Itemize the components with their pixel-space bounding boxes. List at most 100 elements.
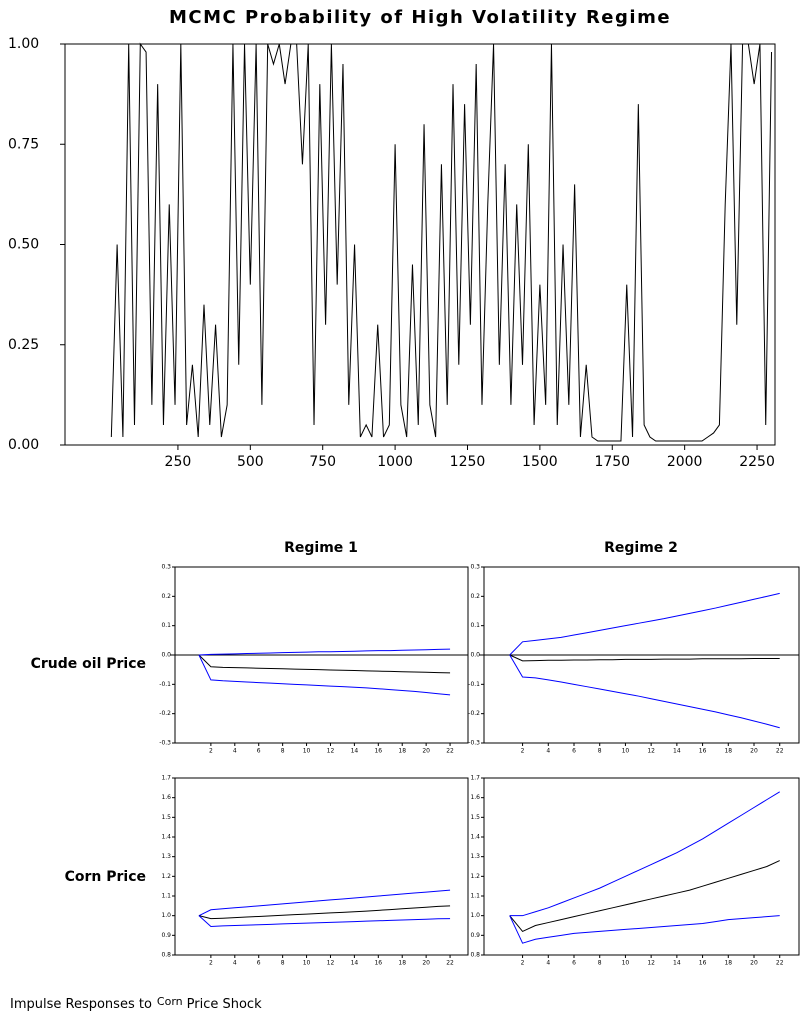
- x-tick-label: 22: [446, 960, 454, 967]
- x-tick-label: 16: [374, 960, 382, 967]
- plot-frame: [64, 43, 776, 446]
- y-tick-label: 1.6: [161, 794, 171, 801]
- x-tick-label: 250: [165, 454, 192, 470]
- y-tick-label: -0.3: [468, 740, 480, 747]
- y-tick-label: 1.4: [161, 834, 171, 841]
- x-tick-label: 2: [209, 960, 213, 967]
- x-tick-label: 1250: [450, 454, 486, 470]
- data-line: [509, 654, 780, 662]
- x-tick-label: 22: [446, 748, 454, 755]
- y-tick-label: 0.0: [161, 652, 171, 659]
- x-tick-label: 22: [776, 748, 784, 755]
- y-tick-label: 1.7: [470, 775, 480, 782]
- data-line: [198, 654, 451, 696]
- y-tick-label: 1.3: [161, 853, 171, 860]
- y-tick-label: -0.2: [159, 710, 171, 717]
- x-tick-label: 4: [546, 748, 550, 755]
- y-tick-label: 0.8: [161, 952, 171, 959]
- y-tick-label: 1.00: [8, 36, 39, 52]
- data-line: [509, 654, 780, 729]
- x-tick-label: 1500: [522, 454, 558, 470]
- x-tick-label: 8: [281, 960, 285, 967]
- x-tick-label: 18: [398, 748, 406, 755]
- x-tick-label: 2250: [739, 454, 775, 470]
- plot-frame: [174, 777, 469, 956]
- column-title: Regime 2: [604, 540, 678, 556]
- y-tick-label: -0.1: [468, 681, 480, 688]
- x-tick-label: 6: [257, 748, 261, 755]
- row-title: Crude oil Price: [31, 656, 146, 672]
- data-line: [509, 915, 780, 944]
- x-tick-label: 14: [351, 960, 359, 967]
- x-tick-label: 6: [257, 960, 261, 967]
- y-tick-label: 0.8: [470, 952, 480, 959]
- data-line: [509, 860, 780, 933]
- x-tick-label: 6: [572, 960, 576, 967]
- data-line: [198, 654, 451, 674]
- y-tick-label: 0.3: [470, 564, 480, 571]
- x-tick-label: 18: [724, 960, 732, 967]
- y-tick-label: 1.0: [161, 912, 171, 919]
- y-tick-label: 1.1: [470, 893, 480, 900]
- y-tick-label: 0.2: [470, 593, 480, 600]
- caption: Impulse Responses to Corn Price Shock: [10, 995, 262, 1012]
- y-tick-label: 1.3: [470, 853, 480, 860]
- x-tick-label: 1000: [377, 454, 413, 470]
- data-line: [509, 791, 780, 917]
- x-tick-label: 6: [572, 748, 576, 755]
- x-tick-label: 12: [647, 748, 655, 755]
- x-tick-label: 1750: [594, 454, 630, 470]
- y-tick-label: 1.6: [470, 794, 480, 801]
- y-tick-label: 0.9: [470, 932, 480, 939]
- y-tick-label: 1.7: [161, 775, 171, 782]
- y-tick-label: -0.2: [468, 710, 480, 717]
- x-tick-label: 12: [647, 960, 655, 967]
- y-tick-label: 0.9: [161, 932, 171, 939]
- y-tick-label: 0.2: [161, 593, 171, 600]
- x-tick-label: 2: [521, 748, 525, 755]
- plot-frame: [483, 777, 800, 956]
- y-tick-label: 0.1: [161, 622, 171, 629]
- x-tick-label: 8: [598, 960, 602, 967]
- y-tick-label: 1.0: [470, 912, 480, 919]
- y-tick-label: 1.2: [161, 873, 171, 880]
- x-tick-label: 16: [374, 748, 382, 755]
- data-line: [198, 915, 451, 927]
- y-tick-label: 0.75: [8, 136, 39, 152]
- x-tick-label: 14: [351, 748, 359, 755]
- column-title: Regime 1: [284, 540, 358, 556]
- x-tick-label: 10: [303, 960, 311, 967]
- x-tick-label: 20: [422, 748, 430, 755]
- x-tick-label: 20: [750, 960, 758, 967]
- x-tick-label: 500: [237, 454, 264, 470]
- x-tick-label: 10: [622, 960, 630, 967]
- x-tick-label: 14: [673, 960, 681, 967]
- data-line: [110, 42, 773, 442]
- x-tick-label: 8: [281, 748, 285, 755]
- x-tick-label: 2000: [667, 454, 703, 470]
- x-tick-label: 750: [309, 454, 336, 470]
- y-tick-label: 1.5: [470, 814, 480, 821]
- x-tick-label: 20: [750, 748, 758, 755]
- y-tick-label: -0.3: [159, 740, 171, 747]
- y-tick-label: 1.5: [161, 814, 171, 821]
- x-tick-label: 16: [699, 748, 707, 755]
- x-tick-label: 14: [673, 748, 681, 755]
- row-title: Corn Price: [65, 869, 146, 885]
- x-tick-label: 16: [699, 960, 707, 967]
- x-tick-label: 4: [233, 748, 237, 755]
- caption-part: Impulse Responses to: [10, 997, 152, 1012]
- caption-part: Price Shock: [187, 997, 262, 1012]
- y-tick-label: 0.25: [8, 337, 39, 353]
- x-tick-label: 8: [598, 748, 602, 755]
- y-tick-label: 0.0: [470, 652, 480, 659]
- y-tick-label: 0.1: [470, 622, 480, 629]
- y-tick-label: 0.3: [161, 564, 171, 571]
- x-tick-label: 2: [521, 960, 525, 967]
- x-tick-label: 4: [233, 960, 237, 967]
- x-tick-label: 2: [209, 748, 213, 755]
- x-tick-label: 10: [622, 748, 630, 755]
- data-line: [509, 592, 780, 656]
- data-line: [198, 648, 451, 656]
- x-tick-label: 10: [303, 748, 311, 755]
